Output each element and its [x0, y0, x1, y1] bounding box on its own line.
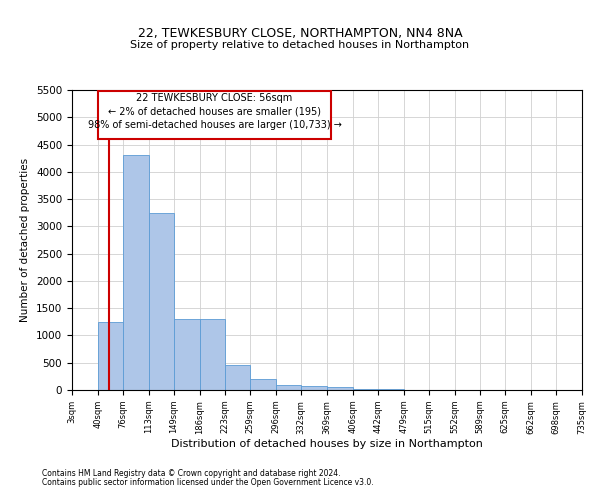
Text: ← 2% of detached houses are smaller (195): ← 2% of detached houses are smaller (195…: [108, 106, 321, 117]
Bar: [353, 389, 378, 390]
FancyBboxPatch shape: [98, 91, 331, 139]
Bar: [250, 379, 276, 390]
Bar: [123, 156, 149, 390]
X-axis label: Distribution of detached houses by size in Northampton: Distribution of detached houses by size …: [171, 439, 483, 449]
Bar: [301, 386, 327, 390]
Bar: [174, 319, 199, 390]
Text: 22, TEWKESBURY CLOSE, NORTHAMPTON, NN4 8NA: 22, TEWKESBURY CLOSE, NORTHAMPTON, NN4 8…: [137, 28, 463, 40]
Text: 22 TEWKESBURY CLOSE: 56sqm: 22 TEWKESBURY CLOSE: 56sqm: [136, 92, 293, 102]
Bar: [98, 322, 123, 390]
Bar: [149, 212, 174, 390]
Y-axis label: Number of detached properties: Number of detached properties: [20, 158, 31, 322]
Bar: [327, 386, 353, 390]
Text: Contains HM Land Registry data © Crown copyright and database right 2024.: Contains HM Land Registry data © Crown c…: [42, 469, 341, 478]
Bar: [225, 366, 250, 390]
Text: 98% of semi-detached houses are larger (10,733) →: 98% of semi-detached houses are larger (…: [88, 120, 341, 130]
Bar: [276, 384, 301, 390]
Bar: [199, 319, 225, 390]
Text: Contains public sector information licensed under the Open Government Licence v3: Contains public sector information licen…: [42, 478, 374, 487]
Text: Size of property relative to detached houses in Northampton: Size of property relative to detached ho…: [130, 40, 470, 50]
